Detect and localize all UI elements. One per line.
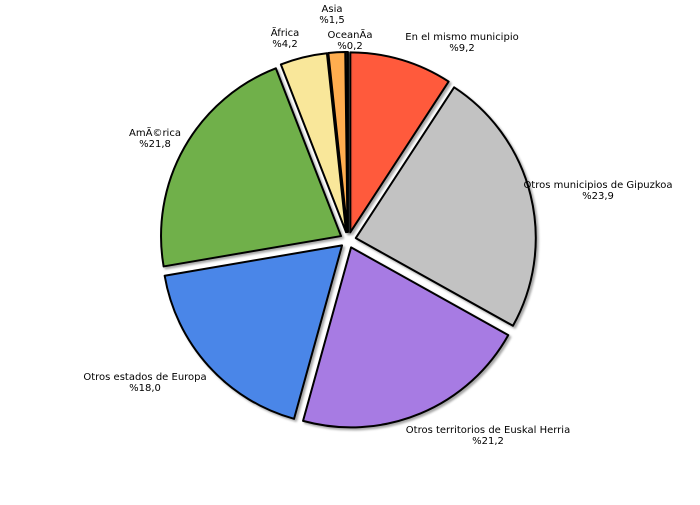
pie-slice — [302, 246, 510, 429]
slice-name: Asia — [322, 4, 343, 15]
slice-name: OceanÃ­a — [328, 28, 373, 41]
slice-value: %1,5 — [319, 15, 344, 26]
pie-slice — [349, 51, 450, 234]
pie-slice — [354, 86, 537, 327]
pie-slice — [344, 51, 349, 233]
slice-name: Otros municipios de Gipuzkoa — [523, 180, 672, 191]
slice-label: Otros estados de Europa%18,0 — [83, 372, 206, 394]
slice-value: %23,9 — [582, 191, 614, 202]
slice-value: %4,2 — [272, 39, 297, 50]
slice-name: AmÃ©rica — [129, 126, 181, 139]
slice-value: %18,0 — [129, 383, 161, 394]
slice-label: AmÃ©rica%21,8 — [129, 126, 181, 150]
slice-label: Otros municipios de Gipuzkoa%23,9 — [523, 180, 672, 202]
pie-slice — [163, 244, 344, 420]
slice-value: %0,2 — [337, 41, 362, 52]
slice-label: En el mismo municipio%9,2 — [405, 32, 518, 54]
slice-name: Otros territorios de Euskal Herria — [406, 425, 570, 436]
slice-name: Otros estados de Europa — [83, 372, 206, 383]
slice-value: %9,2 — [449, 43, 474, 54]
slice-label: Asia%1,5 — [319, 4, 344, 26]
slice-value: %21,8 — [139, 139, 171, 150]
pie-slice — [279, 52, 348, 234]
slice-label: OceanÃ­a%0,2 — [328, 28, 373, 52]
slice-value: %21,2 — [472, 436, 504, 447]
slice-name: En el mismo municipio — [405, 32, 518, 43]
slice-label: Otros territorios de Euskal Herria%21,2 — [406, 425, 570, 447]
slice-label: Ãfrica%4,2 — [271, 26, 300, 50]
slice-name: Ãfrica — [271, 26, 300, 39]
pie-slice — [160, 67, 343, 268]
